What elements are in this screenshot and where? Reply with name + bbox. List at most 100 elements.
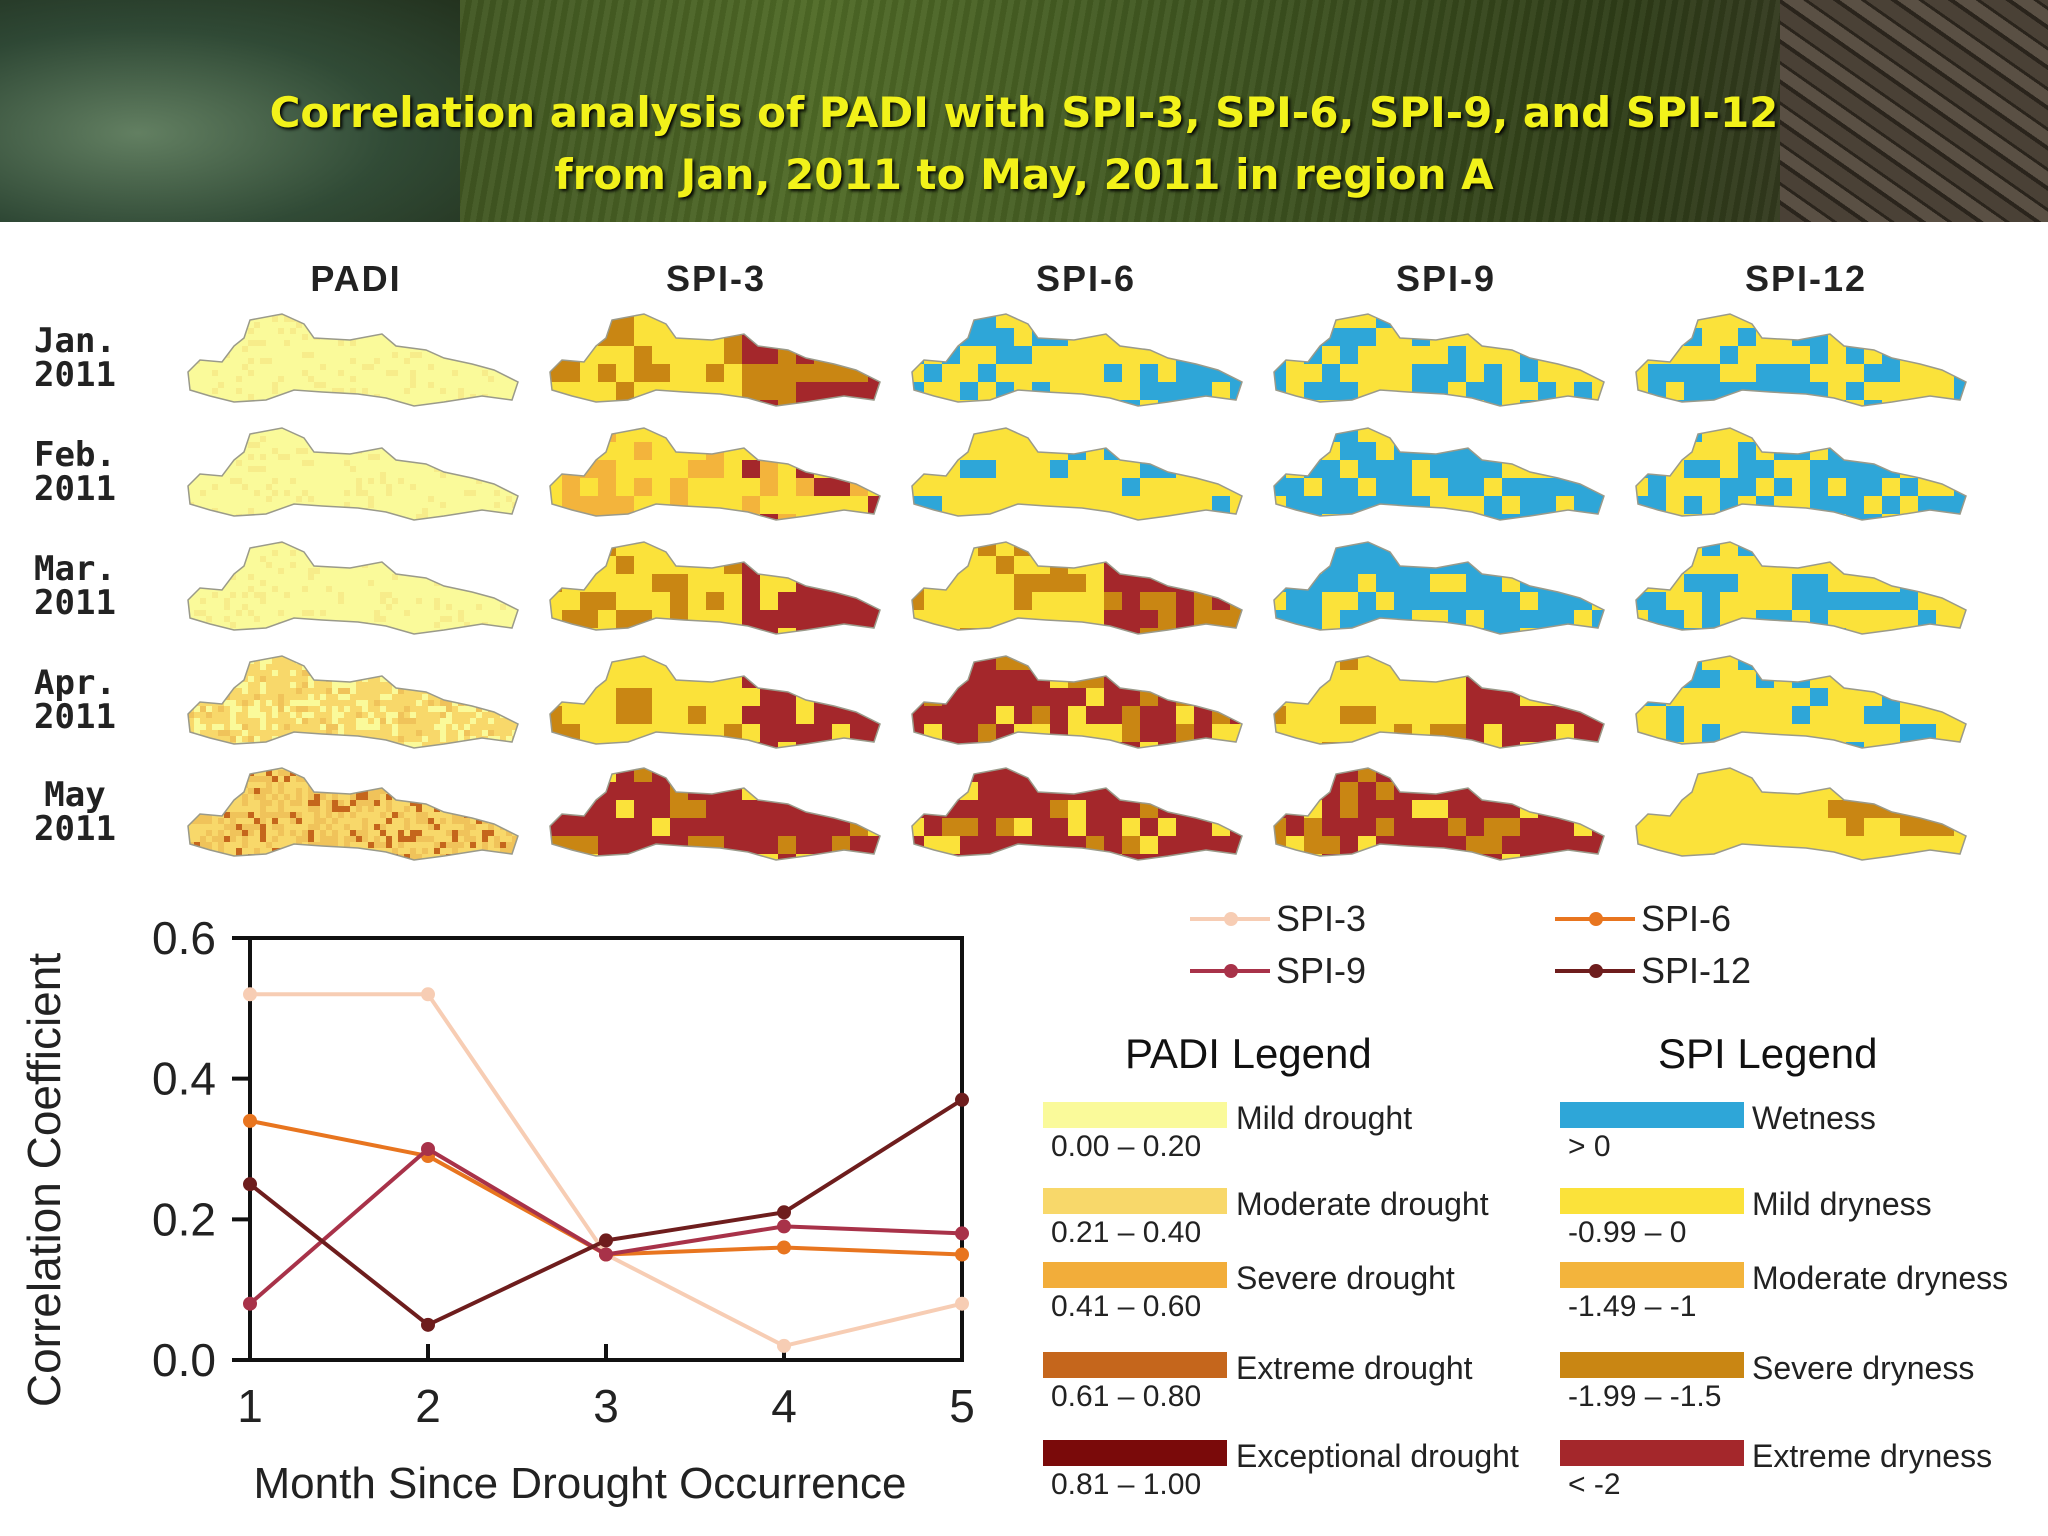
- map-cell: [278, 436, 285, 443]
- map-cell: [1358, 574, 1377, 593]
- map-cell: [476, 610, 483, 617]
- map-cell: [416, 478, 423, 485]
- map-cell: [1936, 556, 1955, 575]
- map-cell: [814, 628, 833, 634]
- map-cell: [386, 550, 393, 557]
- map-cell: [218, 628, 225, 634]
- map-cell: [368, 454, 375, 461]
- map-cell: [422, 712, 429, 719]
- map-cell: [422, 694, 429, 701]
- map-cell: [1774, 364, 1793, 383]
- map-cell: [912, 428, 925, 443]
- map-cell: [260, 688, 267, 695]
- map-cell: [464, 544, 471, 551]
- map-cell: [296, 508, 303, 515]
- map-cell: [494, 436, 501, 443]
- map-cell: [212, 542, 219, 545]
- map-cell: [1014, 400, 1033, 406]
- map-cell: [284, 544, 291, 551]
- map-cell: [230, 556, 237, 563]
- map-cell: [266, 682, 273, 689]
- map-cell: [1068, 314, 1087, 329]
- map-cell: [332, 634, 339, 638]
- map-cell: [814, 442, 833, 461]
- map-cell: [512, 574, 518, 581]
- map-cell: [1882, 542, 1901, 557]
- map-cell: [1900, 400, 1919, 406]
- map-cell: [434, 592, 441, 599]
- map-cell: [344, 484, 351, 491]
- map-cell: [392, 656, 399, 659]
- map-cell: [398, 502, 405, 509]
- map-cell: [200, 628, 207, 634]
- map-cell: [308, 682, 315, 689]
- map-cell: [518, 610, 524, 617]
- map-cell: [434, 334, 441, 341]
- map-cell: [362, 616, 369, 623]
- map-cell: [440, 484, 447, 491]
- map-cell: [1918, 346, 1937, 365]
- map-cell: [446, 472, 453, 479]
- map-cell: [452, 346, 459, 353]
- map-cell: [470, 514, 477, 520]
- map-cell: [224, 382, 231, 389]
- map-cell: [494, 466, 501, 473]
- map-cell: [1738, 364, 1757, 383]
- map-cell: [1774, 382, 1793, 401]
- map-cell: [314, 656, 321, 659]
- map-cell: [290, 694, 297, 701]
- map-cell: [326, 316, 333, 323]
- map-cell: [488, 580, 495, 587]
- map-cell: [296, 676, 303, 683]
- map-cell: [296, 382, 303, 389]
- map-cell: [206, 442, 213, 449]
- map-cell: [434, 598, 441, 605]
- map-cell: [194, 466, 201, 473]
- map-cell: [482, 322, 489, 329]
- map-cell: [410, 442, 417, 449]
- map-cell: [200, 664, 207, 671]
- map-cell: [302, 316, 309, 323]
- map-cell: [356, 514, 363, 520]
- map-cell: [428, 604, 435, 611]
- map-cell: [1376, 442, 1395, 461]
- map-cell: [598, 610, 617, 629]
- map-cell: [410, 388, 417, 395]
- map-cell: [224, 478, 231, 485]
- map-cell: [706, 556, 725, 575]
- map-cell: [1684, 610, 1703, 629]
- map-svg: [1635, 541, 1967, 635]
- map-cell: [482, 376, 489, 383]
- map-cell: [1828, 478, 1847, 497]
- map-cell: [428, 358, 435, 365]
- map-cell: [218, 676, 225, 683]
- map-cell: [350, 316, 357, 323]
- map-cell: [410, 658, 417, 665]
- map-cell: [290, 622, 297, 629]
- map-cell: [1502, 328, 1521, 347]
- map-cell: [1176, 314, 1195, 329]
- map-cell: [230, 658, 237, 665]
- map-cell: [314, 700, 321, 707]
- map-cell: [1466, 542, 1485, 557]
- map-cell: [380, 656, 387, 659]
- map-cell: [266, 544, 273, 551]
- map-cell: [260, 656, 267, 659]
- map-cell: [1466, 314, 1485, 329]
- map-cell: [1702, 514, 1721, 520]
- map-cell: [706, 574, 725, 593]
- map-cell: [194, 676, 201, 683]
- map-cell: [814, 428, 833, 443]
- map-cell: [296, 454, 303, 461]
- map-cell: [200, 658, 207, 665]
- map-cell: [446, 700, 453, 707]
- map-cell: [344, 682, 351, 689]
- map-cell: [206, 430, 213, 437]
- map-cell: [446, 406, 453, 410]
- map-cell: [458, 352, 465, 359]
- map-cell: [1900, 628, 1919, 634]
- map-cell: [1538, 628, 1557, 634]
- map-cell: [338, 436, 345, 443]
- map-cell: [356, 442, 363, 449]
- map-cell: [362, 358, 369, 365]
